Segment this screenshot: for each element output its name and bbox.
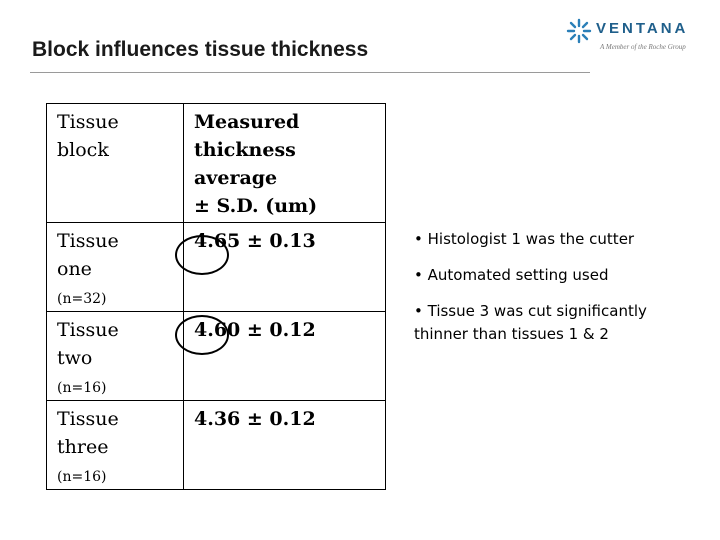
notes-list: • Histologist 1 was the cutter • Automat… <box>414 228 704 359</box>
highlight-circle <box>175 315 229 355</box>
table-header-row: Tissue block Measured thickness average … <box>46 103 386 223</box>
sample-count: (n=16) <box>57 380 107 396</box>
tissue-name: Tissue <box>57 408 119 430</box>
note-item: • Tissue 3 was cut significantly thinner… <box>414 302 647 343</box>
table-row: Tissue three (n=16) 4.36 ± 0.12 <box>46 400 386 490</box>
note-item: • Automated setting used <box>414 266 609 284</box>
tissue-name: Tissue <box>57 230 119 252</box>
highlight-circle <box>175 235 229 275</box>
thickness-value: 4.36 ± 0.12 <box>194 408 316 430</box>
ventana-star-icon <box>566 18 592 44</box>
tissue-name-cell: Tissue two (n=16) <box>46 311 184 401</box>
header-text: Measured <box>194 111 300 133</box>
header-measured-thickness: Measured thickness average ± S.D. (um) <box>183 103 386 223</box>
thickness-value-cell: 4.65 ± 0.13 <box>183 222 386 312</box>
ventana-logo: VENTANA A Member of the Roche Group <box>566 16 706 56</box>
table-row: Tissue one (n=32) 4.65 ± 0.13 <box>46 222 386 312</box>
sample-count: (n=16) <box>57 469 107 485</box>
header-text: block <box>57 139 109 161</box>
tissue-name: three <box>57 436 109 458</box>
header-tissue-block: Tissue block <box>46 103 184 223</box>
tissue-name-cell: Tissue one (n=32) <box>46 222 184 312</box>
thickness-table: Tissue block Measured thickness average … <box>46 103 386 490</box>
title-divider <box>30 72 590 73</box>
note-item: • Histologist 1 was the cutter <box>414 230 635 248</box>
sample-count: (n=32) <box>57 291 107 307</box>
tissue-name: Tissue <box>57 319 119 341</box>
header-text: Tissue <box>57 111 119 133</box>
page-title: Block influences tissue thickness <box>32 38 369 61</box>
thickness-value-cell: 4.36 ± 0.12 <box>183 400 386 490</box>
header-text: ± S.D. (um) <box>194 195 318 217</box>
logo-tagline: A Member of the Roche Group <box>600 43 686 51</box>
header-text: thickness average <box>194 139 296 189</box>
tissue-name: two <box>57 347 93 369</box>
tissue-name: one <box>57 258 92 280</box>
logo-wordmark: VENTANA <box>596 20 689 37</box>
tissue-name-cell: Tissue three (n=16) <box>46 400 184 490</box>
